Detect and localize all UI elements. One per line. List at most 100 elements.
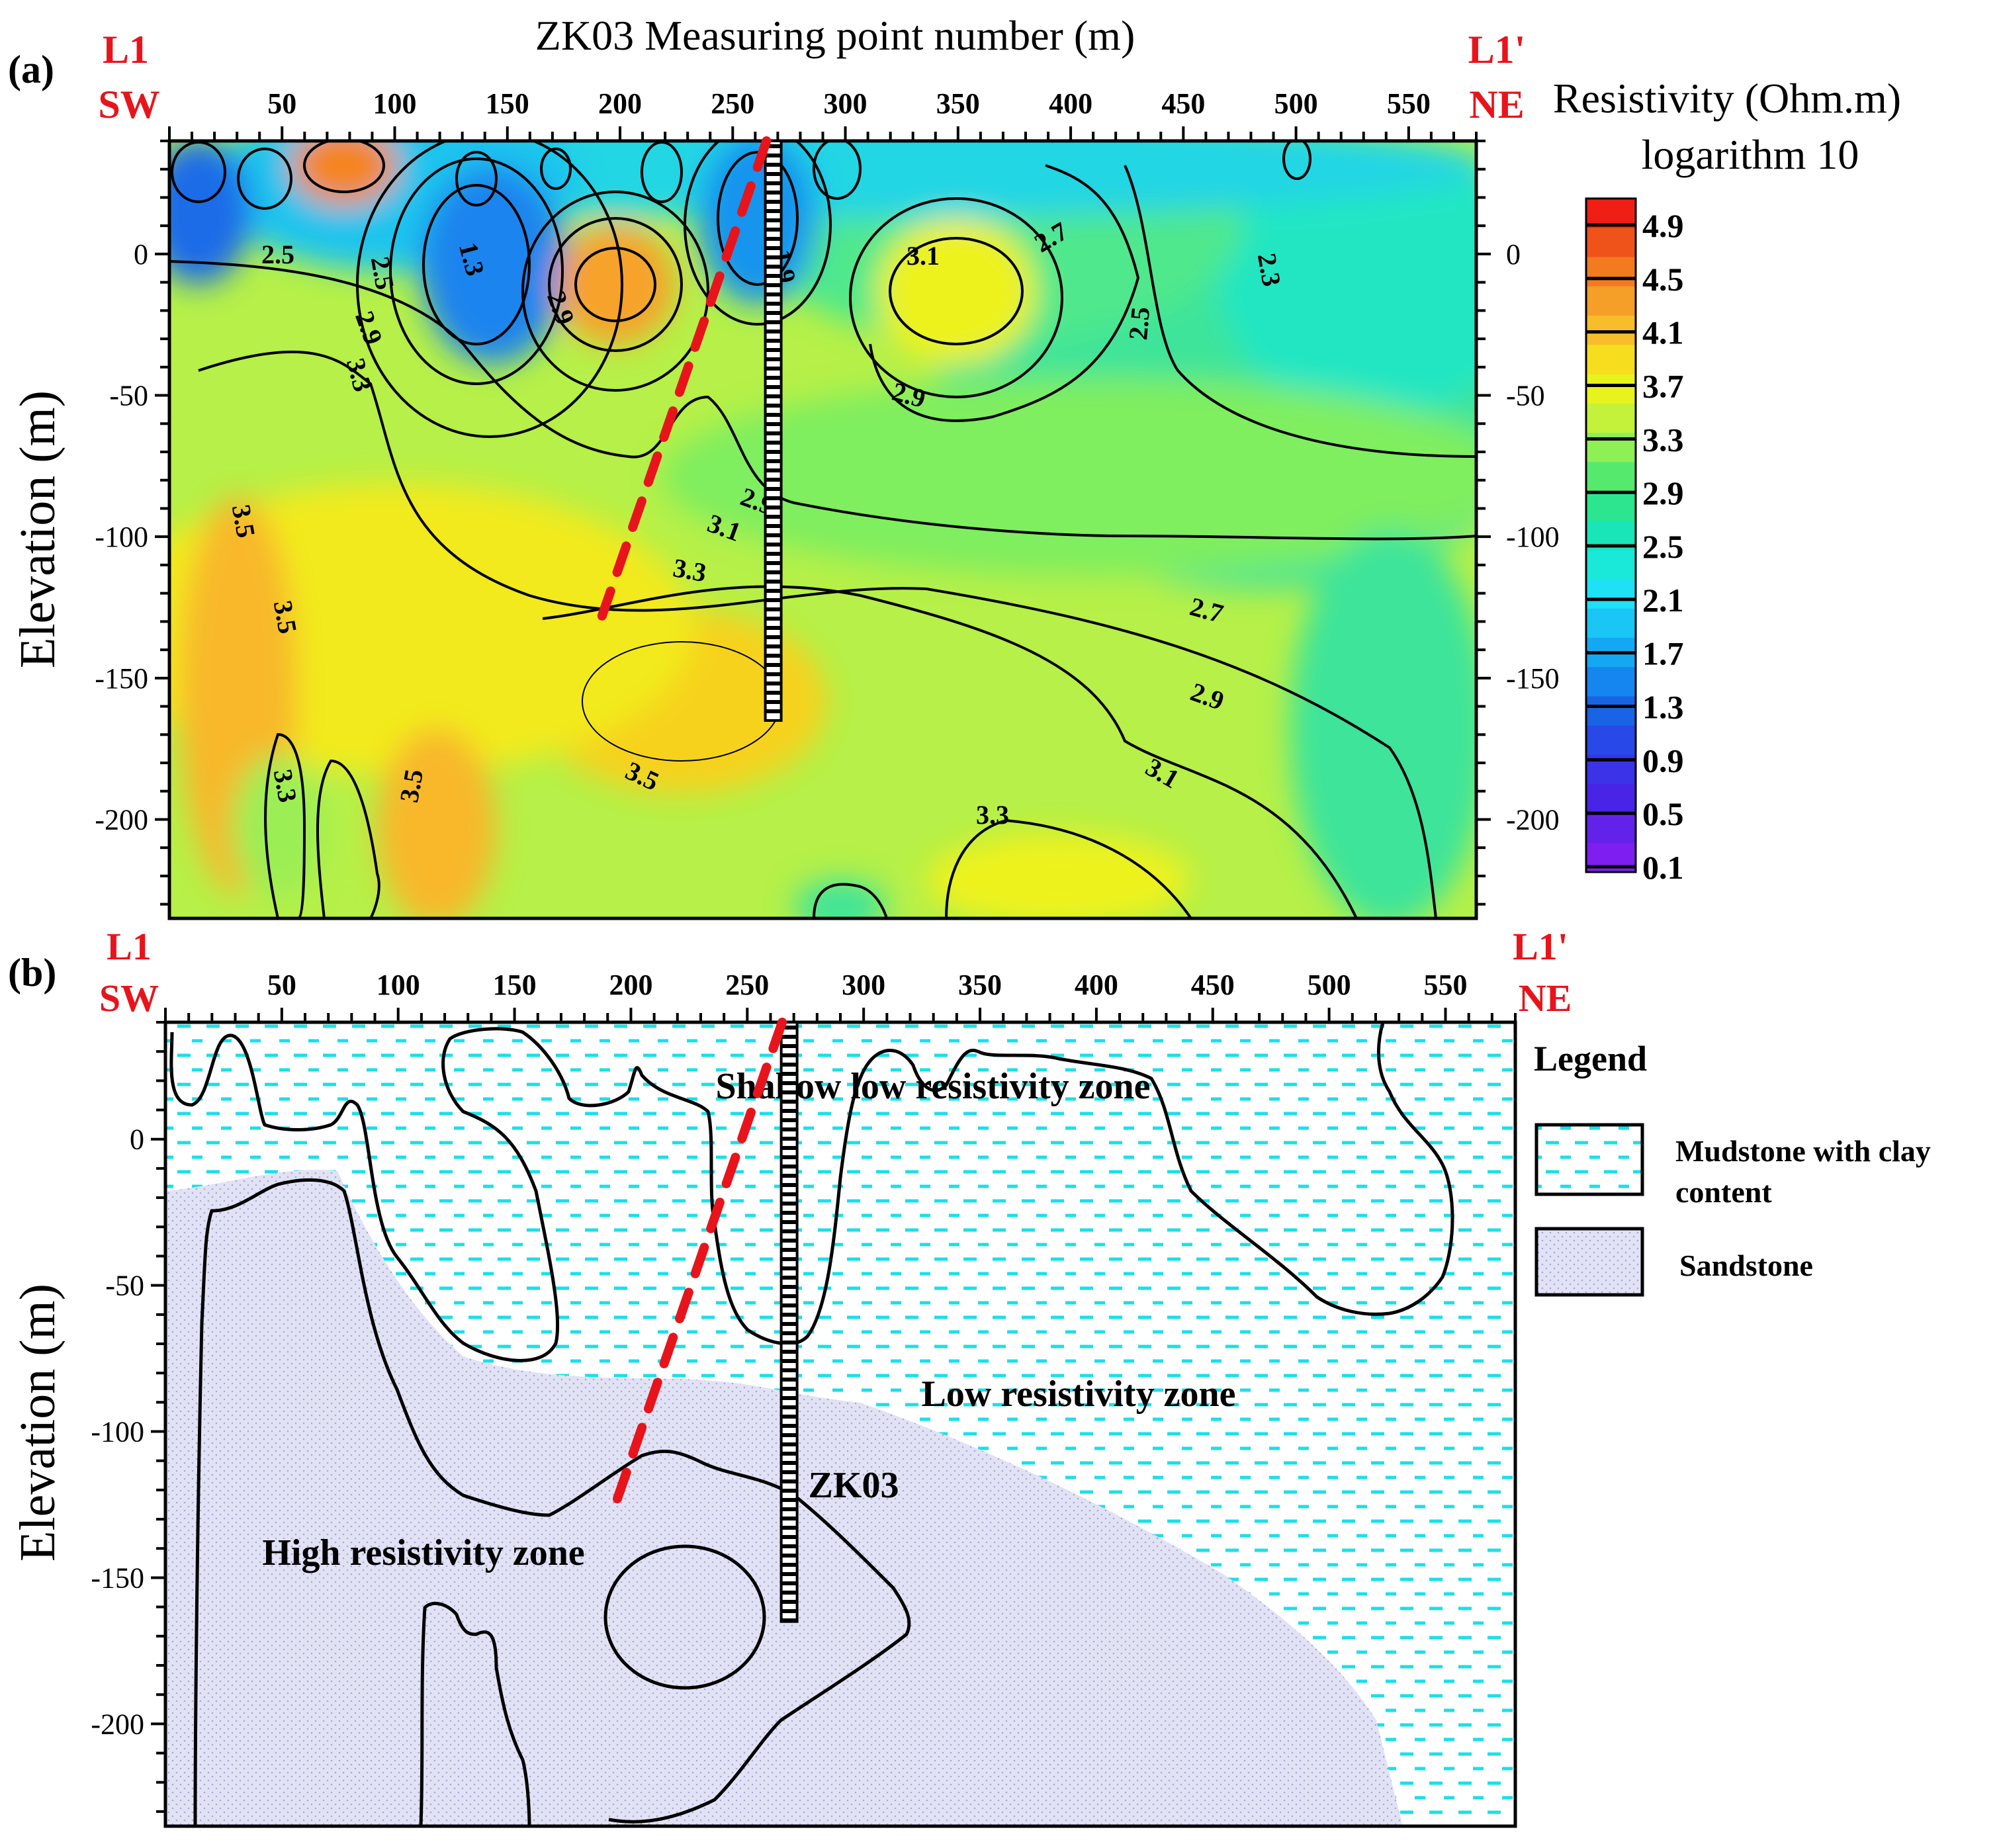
panel-b-label: (b) [8, 951, 56, 994]
y-tick-label-right: -100 [1506, 521, 1560, 553]
colorbar-tick-label: 0.9 [1642, 742, 1684, 779]
x-tick-label: 200 [598, 87, 642, 120]
colorbar-tick-label: 2.5 [1642, 528, 1684, 565]
shallow-zone-boundary [169, 1022, 1454, 1362]
colorbar-tick-label: 4.5 [1642, 261, 1684, 298]
colorbar-tick-label: 0.1 [1642, 849, 1684, 886]
contour-label: 3.1 [907, 241, 940, 271]
colorbar-swatch [1586, 813, 1636, 844]
colorbar-tick-label: 4.9 [1642, 207, 1684, 244]
colorbar-frame [1585, 197, 1637, 873]
legend-label-mudstone-2: content [1675, 1175, 1772, 1209]
borehole-and-fault-overlays [597, 136, 799, 1623]
resistivity-heatmap [169, 141, 1476, 918]
colorbar-tick-label: 1.7 [1642, 635, 1684, 672]
contour-label: 2.3 [1252, 251, 1287, 288]
x-tick-label: 300 [842, 969, 885, 1001]
high-zone-boundary [193, 1178, 911, 1826]
legend-label-sandstone: Sandstone [1679, 1249, 1813, 1282]
chart-a-end-right-top: L1' [1468, 28, 1526, 71]
y-tick-label: -150 [91, 1562, 144, 1594]
colorbar-swatch [1586, 784, 1636, 814]
chart-b-end-left-top: L1 [107, 925, 152, 968]
chart-a-end-left-bottom: SW [98, 83, 159, 126]
colorbar-swatch [1586, 725, 1636, 756]
y-tick-label: -100 [95, 521, 148, 553]
fault-line-a [597, 136, 772, 621]
y-tick-label: -50 [109, 380, 148, 412]
chart-a-axes: 50 100 150 200 250 300 350 400 450 500 550 0 0 -50 -50… [95, 87, 1560, 906]
colorbar-swatch [1586, 491, 1636, 521]
y-tick-label: -150 [95, 662, 148, 695]
x-tick-label: 300 [824, 87, 867, 120]
contour-label: 3.5 [226, 502, 261, 540]
colorbar-swatch [1586, 345, 1636, 375]
x-tick-label: 350 [958, 969, 1002, 1001]
colorbar-swatch [1586, 374, 1636, 404]
y-tick-label: 0 [130, 1123, 144, 1156]
x-tick-label: 550 [1423, 969, 1467, 1001]
colorbar-tick-label: 1.3 [1642, 689, 1684, 726]
colorbar-tick-label: 3.7 [1642, 368, 1684, 405]
x-tick-label: 450 [1191, 969, 1235, 1001]
x-tick-label: 500 [1274, 87, 1318, 120]
x-tick-label: 50 [267, 969, 296, 1001]
x-tick-label: 100 [377, 969, 420, 1001]
chart-b-end-right-bottom: NE [1519, 977, 1572, 1020]
x-tick-label: 250 [725, 969, 769, 1001]
legend-label-mudstone: Mudstone with clay [1675, 1134, 1931, 1168]
contour-label: 3.5 [268, 598, 303, 636]
y-tick-label: -100 [91, 1416, 144, 1448]
x-tick-label: 50 [267, 87, 296, 120]
x-tick-label: 500 [1308, 969, 1351, 1001]
y-tick-label: -200 [91, 1708, 144, 1740]
chart-b-ylabel: Elevation (m) [10, 1284, 66, 1562]
y-tick-label: 0 [134, 238, 148, 271]
x-tick-label: 200 [609, 969, 652, 1001]
x-tick-label: 350 [936, 87, 980, 120]
borehole-label: ZK03 [809, 1465, 899, 1506]
colorbar-swatch [1586, 579, 1636, 609]
legend-swatch-mudstone [1534, 1123, 1644, 1196]
y-tick-label-right: -200 [1506, 803, 1560, 836]
x-tick-label: 400 [1075, 969, 1118, 1001]
contour-label: 2.5 [261, 240, 294, 269]
anomaly-ellipse [603, 1544, 766, 1690]
fault-line-b [607, 1018, 787, 1518]
geologic-section [165, 1022, 1515, 1826]
contour-label: 3.3 [268, 767, 303, 805]
y-tick-label: -50 [105, 1270, 144, 1302]
contour-label: 3.3 [976, 800, 1009, 830]
x-tick-label: 100 [373, 87, 417, 120]
x-tick-label: 400 [1049, 87, 1092, 120]
colorbar-swatch [1586, 696, 1636, 726]
chart-a-ylabel: Elevation (m) [10, 390, 66, 668]
colorbar-swatch [1586, 257, 1636, 287]
x-tick-label: 550 [1387, 87, 1431, 120]
legend-swatch-sandstone [1534, 1227, 1644, 1297]
zone-label-low: Low resistivity zone [922, 1374, 1236, 1415]
colorbar-swatch [1586, 403, 1636, 434]
x-tick-label: 250 [711, 87, 754, 120]
colorbar-swatch [1586, 550, 1636, 580]
y-tick-label-right: -50 [1506, 380, 1545, 412]
x-tick-label: 450 [1161, 87, 1205, 120]
x-tick-label: 150 [493, 969, 537, 1001]
colorbar-tick-label: 4.1 [1642, 314, 1684, 351]
colorbar-swatch [1586, 228, 1636, 258]
colorbar-swatch [1586, 462, 1636, 492]
y-tick-label-right: 0 [1506, 238, 1521, 271]
panel-a-label: (a) [8, 48, 54, 91]
chart-b-end-left-bottom: SW [99, 977, 159, 1020]
contour-label: 2.5 [365, 254, 400, 292]
colorbar-tick-label: 0.5 [1642, 795, 1684, 832]
chart-a-title: ZK03 Measuring point number (m) [535, 12, 1135, 59]
colorbar: 4.9 4.5 4.1 3.7 3.3 2.9 2.5 2.1 1.7 1.3 0.9 0.5 0.1 [1585, 197, 1684, 886]
colorbar-title: Resistivity (Ohm.m) [1553, 75, 1901, 122]
colorbar-tick-label: 2.9 [1642, 474, 1684, 511]
chart-a-end-left-top: L1 [103, 28, 149, 71]
legend: Legend Mudstone with clay content Sandst… [1534, 1039, 1931, 1297]
zone-label-high: High resistivity zone [262, 1532, 584, 1573]
contour-labels: 2.5 2.9 3.3 3.5 3.5 3.3 3.5 2.5 1.3 2.9 … [226, 216, 1287, 830]
